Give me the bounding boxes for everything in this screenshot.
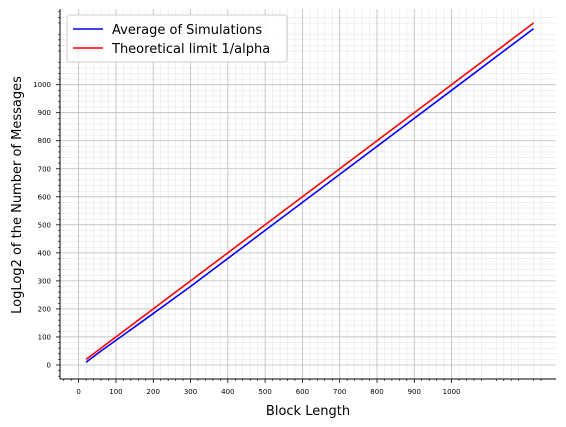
y-tick-label: 300	[38, 277, 51, 285]
x-tick-label: 0	[76, 388, 80, 396]
x-tick-label: 1000	[443, 388, 461, 396]
axes	[59, 9, 556, 380]
y-ticks: 0 100 200 300 400 500 600 700 800 900 1000	[33, 11, 60, 377]
x-tick-label: 800	[370, 388, 383, 396]
y-tick-label: 1000	[33, 81, 51, 89]
x-tick-label: 700	[333, 388, 346, 396]
x-ticks: 0 100 200 300 400 500 600 700 800 900 1000	[63, 379, 542, 396]
series-lines	[85, 22, 535, 363]
x-tick-label: 900	[408, 388, 421, 396]
legend-box	[66, 14, 288, 63]
y-tick-label: 700	[38, 165, 51, 173]
x-tick-label: 300	[184, 388, 197, 396]
legend: Average of Simulations Theoretical limit…	[66, 14, 288, 63]
y-tick-label: 900	[38, 109, 51, 117]
y-tick-label: 500	[38, 221, 51, 229]
y-tick-label: 800	[38, 137, 51, 145]
x-tick-label: 600	[296, 388, 309, 396]
minor-grid	[60, 9, 556, 379]
y-tick-label: 400	[38, 249, 51, 257]
y-tick-label: 600	[38, 193, 51, 201]
y-tick-label: 200	[38, 305, 51, 313]
legend-label-theoretical: Theoretical limit 1/alpha	[111, 42, 270, 57]
y-axis-title: LogLog2 of the Number of Messages	[10, 76, 25, 314]
x-tick-label: 100	[109, 388, 122, 396]
x-tick-label: 200	[147, 388, 160, 396]
major-grid	[60, 9, 556, 379]
series-line-average-of-simulations	[85, 27, 535, 363]
y-tick-label: 0	[47, 361, 51, 369]
x-tick-label: 400	[221, 388, 234, 396]
y-tick-label: 100	[38, 333, 51, 341]
series-line-theoretical-limit	[85, 22, 535, 361]
x-tick-label: 500	[258, 388, 271, 396]
legend-label-average: Average of Simulations	[112, 23, 262, 38]
x-axis-title: Block Length	[266, 404, 350, 419]
